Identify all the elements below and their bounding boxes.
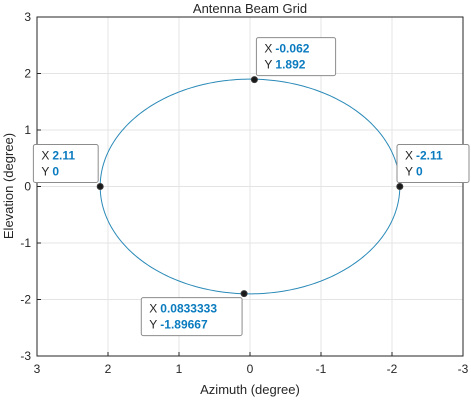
datatip[interactable]: X 2.11Y 0: [32, 144, 104, 190]
datatip-y-value: -1.89667: [160, 318, 208, 332]
datatip-marker[interactable]: [96, 183, 104, 190]
datatip-box: [396, 144, 470, 183]
datatip-x-key: X: [264, 42, 272, 56]
datatip-y-value: 1.892: [275, 58, 305, 72]
y-tick-label: -2: [20, 293, 31, 307]
datatip-y-key: Y: [41, 165, 49, 179]
datatip-x-value: 0.0833333: [160, 302, 217, 316]
y-tick-label: 0: [24, 180, 31, 194]
y-axis-label: Elevation (degree): [1, 133, 16, 239]
datatip-x-value: -2.11: [416, 149, 443, 163]
x-tick-label: 3: [34, 362, 41, 376]
datatip-y-key: Y: [405, 165, 413, 179]
x-tick-label: -2: [387, 362, 398, 376]
y-tick-label: 3: [24, 10, 31, 24]
x-axis-label: Azimuth (degree): [200, 382, 300, 397]
x-tick-label: -1: [316, 362, 327, 376]
datatip-marker[interactable]: [396, 183, 404, 190]
x-tick-label: 0: [247, 362, 254, 376]
y-tick-label: 2: [24, 67, 31, 81]
datatip-y-key: Y: [149, 318, 157, 332]
datatip-x-key: X: [405, 149, 413, 163]
y-tick-label: 1: [24, 123, 31, 137]
x-tick-label: -3: [458, 362, 469, 376]
datatip-box: [140, 297, 243, 337]
y-tick-label: -1: [20, 236, 31, 250]
datatip-x-key: X: [41, 149, 49, 163]
datatip-x-key: X: [149, 302, 157, 316]
x-tick-label: 2: [105, 362, 112, 376]
datatip-y-value: 0: [52, 165, 59, 179]
datatip-x-value: 2.11: [52, 149, 75, 163]
datatip-y-key: Y: [264, 58, 272, 72]
datatip[interactable]: X -2.11Y 0: [396, 144, 470, 190]
x-tick-label: 1: [176, 362, 183, 376]
chart-title: Antenna Beam Grid: [193, 1, 307, 16]
y-tick-label: -3: [20, 349, 31, 363]
datatip-y-value: 0: [416, 165, 423, 179]
datatip-marker[interactable]: [240, 290, 248, 298]
datatip-box: [255, 37, 337, 77]
datatip-marker[interactable]: [250, 76, 258, 84]
datatip-x-value: -0.062: [275, 42, 309, 56]
datatip-box: [32, 144, 99, 183]
